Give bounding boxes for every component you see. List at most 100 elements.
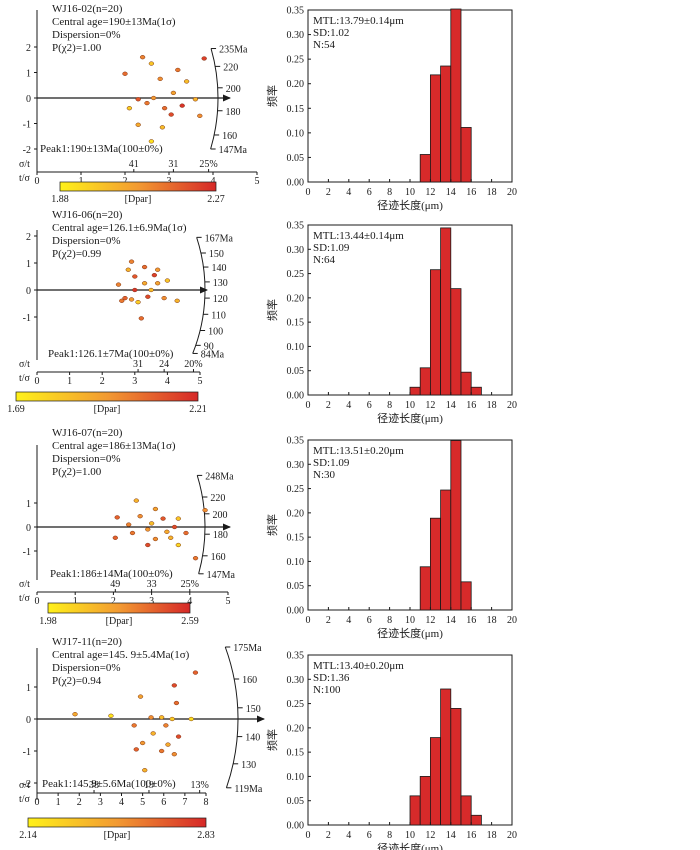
- peak-label: Peak1:186±14Ma(100±0%): [50, 568, 173, 580]
- t-tick-label: 1: [73, 596, 78, 607]
- y-tick-label: 0.05: [287, 581, 305, 592]
- x-tick-label: 16: [466, 830, 476, 841]
- stats-line: MTL:13.79±0.14μm: [313, 15, 404, 27]
- y-tick-label: 0: [26, 286, 31, 297]
- y-tick-label: 0.10: [287, 342, 305, 353]
- x-tick-label: 2: [326, 400, 331, 411]
- y-tick-label: 0.25: [287, 55, 305, 66]
- grain-point: [152, 506, 159, 512]
- age-scale-label: 248Ma: [205, 471, 234, 482]
- age-scale-label: 140: [211, 263, 226, 274]
- dpar-color-scale: [59, 181, 217, 192]
- x-tick-label: 10: [405, 615, 415, 626]
- y-tick-label: 0.30: [287, 245, 305, 256]
- histogram-bar: [409, 795, 421, 826]
- y-tick-label: 0.15: [287, 104, 305, 115]
- x-tick-label: 6: [367, 187, 372, 198]
- radial-plot-wj16-02: WJ16-02(n=20)Central age=190±13Ma(1σ)Dis…: [19, 3, 260, 205]
- age-scale-label: 180: [213, 530, 228, 541]
- track-length-histogram-2: 0.35 0.30 0.25 0.20 0.15 0.10 0.05 0.000 2 4 6 8 10 1…: [265, 221, 517, 426]
- grain-point: [192, 97, 199, 102]
- x-tick-label: 8: [387, 400, 392, 411]
- precision-tick-label: 19: [144, 780, 154, 791]
- dpar-min-label: 1.88: [51, 194, 69, 205]
- dispersion-label: Dispersion=0%: [52, 453, 121, 465]
- precision-axis-label: σ/t: [19, 359, 30, 370]
- grain-point: [183, 79, 190, 84]
- t-tick-label: 4: [211, 176, 216, 187]
- precision-tick-label: 20%: [184, 359, 202, 370]
- grain-point: [135, 300, 141, 305]
- grain-point: [145, 294, 151, 299]
- grain-point: [164, 278, 171, 283]
- t-tick-label: 0: [35, 376, 40, 387]
- y-tick-label: -1: [23, 120, 31, 131]
- x-tick-label: 20: [507, 187, 517, 198]
- stats-line: MTL:13.44±0.14μm: [313, 230, 404, 242]
- y-tick-label: 2: [26, 232, 31, 243]
- grain-point: [161, 106, 168, 111]
- sample-label: WJ16-06(n=20): [52, 209, 123, 221]
- grain-point: [171, 683, 177, 688]
- t-tick-label: 7: [182, 797, 187, 808]
- t-tick-label: 0: [35, 797, 40, 808]
- histogram-bar: [419, 367, 431, 396]
- x-tick-label: 6: [367, 400, 372, 411]
- grain-point: [175, 542, 181, 548]
- x-tick-label: 14: [446, 830, 456, 841]
- t-axis-label: t/σ: [19, 794, 31, 805]
- y-tick-label: 0.05: [287, 796, 305, 807]
- grain-point: [125, 267, 131, 272]
- x-tick-label: 0: [306, 187, 311, 198]
- dpar-color-scale: [15, 391, 199, 402]
- x-tick-label: 16: [466, 187, 476, 198]
- stats-line: N:64: [313, 254, 336, 266]
- grain-point: [154, 281, 161, 286]
- y-tick-label: 0.00: [287, 391, 305, 402]
- y-tick-label: 1: [26, 69, 31, 80]
- grain-point: [169, 716, 175, 722]
- histogram-bar: [460, 795, 472, 826]
- histogram-bar: [440, 489, 452, 611]
- y-axis-title: 频率: [265, 85, 279, 107]
- histogram-bar: [419, 566, 431, 611]
- grain-point: [141, 264, 148, 270]
- histogram-bar: [429, 517, 441, 611]
- grain-point: [188, 716, 194, 722]
- y-tick-label: -2: [23, 145, 31, 156]
- grain-point: [165, 742, 171, 747]
- y-tick-label: 0.20: [287, 723, 305, 734]
- y-tick-label: 0.20: [287, 79, 305, 90]
- y-tick-label: -1: [23, 747, 31, 758]
- x-tick-label: 18: [487, 830, 497, 841]
- t-tick-label: 4: [187, 596, 192, 607]
- grain-point: [150, 731, 156, 736]
- precision-tick-label: 49: [110, 579, 120, 590]
- stats-line: SD:1.36: [313, 672, 350, 684]
- central-age-label: Central age=145. 9±5.4Ma(1σ): [52, 649, 190, 661]
- precision-tick-label: 24: [159, 359, 169, 370]
- t-tick-label: 4: [165, 376, 170, 387]
- age-scale-label: 150: [246, 704, 261, 715]
- age-scale-arc: [196, 475, 206, 574]
- x-tick-label: 4: [346, 615, 351, 626]
- x-tick-label: 12: [425, 400, 435, 411]
- t-tick-label: 2: [111, 596, 116, 607]
- precision-tick-label: 33: [147, 579, 157, 590]
- dispersion-label: Dispersion=0%: [52, 235, 121, 247]
- stats-line: N:54: [313, 39, 336, 51]
- t-axis-label: t/σ: [19, 593, 31, 604]
- grain-point: [171, 524, 178, 530]
- x-tick-label: 8: [387, 187, 392, 198]
- age-scale-label: 147Ma: [219, 145, 248, 156]
- age-scale-arc: [210, 48, 219, 150]
- grain-point: [148, 61, 155, 66]
- x-tick-label: 2: [326, 187, 331, 198]
- y-tick-label: 0.10: [287, 557, 305, 568]
- x-tick-label: 12: [425, 615, 435, 626]
- y-tick-label: 0.35: [287, 651, 305, 662]
- grain-point: [168, 112, 174, 117]
- x-tick-label: 4: [346, 400, 351, 411]
- grain-point: [202, 508, 208, 513]
